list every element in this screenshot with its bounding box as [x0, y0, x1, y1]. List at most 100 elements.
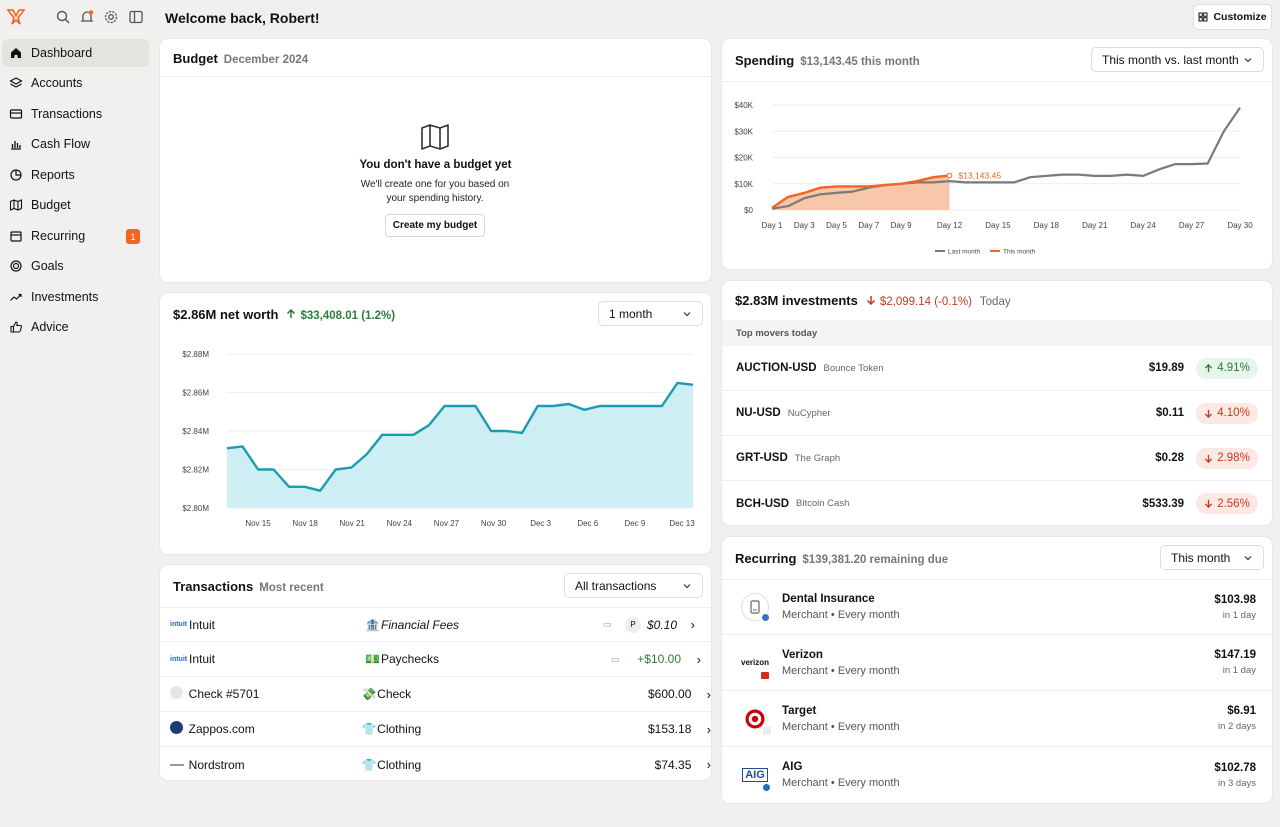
net-worth-range-select[interactable]: 1 month — [598, 301, 703, 326]
transactions-filter-select[interactable]: All transactions — [564, 573, 703, 598]
arrow-down-icon — [1205, 454, 1213, 463]
sidebar-item-investments[interactable]: Investments — [2, 283, 149, 311]
chevron-down-icon — [683, 583, 691, 588]
transaction-category: Check — [377, 687, 412, 701]
sidebar-item-label: Goals — [31, 259, 64, 273]
recurring-amount: $6.91 — [1227, 705, 1256, 717]
arrow-down-icon — [1205, 409, 1213, 418]
y-tick-label: $40K — [734, 101, 753, 110]
recurring-detail: Merchant • Every month — [782, 720, 900, 733]
transaction-amount: $0.10 — [647, 617, 678, 632]
sidebar-item-accounts[interactable]: Accounts — [2, 69, 149, 97]
sidebar-item-dashboard[interactable]: Dashboard — [2, 39, 149, 67]
arrow-up-icon — [287, 309, 296, 318]
mover-symbol: AUCTION-USD — [736, 362, 817, 374]
budget-empty-body: We'll create one for you based on your s… — [360, 179, 510, 204]
mover-price: $0.11 — [1155, 407, 1184, 419]
x-tick-label: Day 12 — [937, 221, 963, 230]
chevron-right-icon[interactable]: › — [706, 757, 712, 772]
search-icon[interactable] — [55, 9, 71, 25]
sidebar-item-recurring[interactable]: Recurring 1 — [2, 222, 149, 250]
chevron-right-icon[interactable]: › — [690, 617, 695, 632]
recurring-row[interactable]: verizon Verizon Merchant • Every month $… — [722, 635, 1272, 691]
x-tick-label: Dec 3 — [530, 519, 551, 528]
budget-title: Budget — [173, 51, 218, 66]
mover-row[interactable]: BCH-USD Bitcoin Cash $533.39 2.56% — [722, 481, 1272, 526]
chevron-right-icon[interactable]: › — [706, 721, 712, 737]
layers-icon — [9, 77, 23, 88]
intuit-logo-icon: intuit — [170, 655, 188, 663]
app-logo-icon[interactable] — [6, 7, 26, 27]
transaction-category: Paychecks — [381, 652, 440, 666]
transaction-category: Financial Fees — [381, 617, 460, 632]
sidebar-item-goals[interactable]: Goals — [2, 252, 149, 280]
target-logo-icon — [741, 705, 772, 736]
recurring-name: Target — [782, 704, 817, 717]
recurring-amount: $102.78 — [1214, 761, 1256, 774]
recurring-range-select[interactable]: This month — [1160, 545, 1264, 570]
mover-row[interactable]: GRT-USD The Graph $0.28 2.98% — [722, 436, 1272, 481]
sidebar-item-reports[interactable]: Reports — [2, 161, 149, 189]
map-icon — [9, 199, 23, 211]
transaction-amount: $153.18 — [647, 722, 692, 736]
sidebar-item-budget[interactable]: Budget — [2, 191, 149, 219]
notification-bell-icon[interactable] — [79, 9, 95, 25]
mover-price: $19.89 — [1148, 362, 1184, 374]
shirt-icon: 👕 — [361, 757, 377, 772]
transaction-row[interactable]: Check #5701 💸 Check $600.00 › — [160, 677, 711, 712]
mover-change-badge: 2.56% — [1196, 493, 1258, 514]
transaction-row[interactable]: Zappos.com 👕 Clothing $153.18 › — [160, 712, 711, 747]
sidebar-item-cash-flow[interactable]: Cash Flow — [2, 130, 149, 158]
mover-row[interactable]: AUCTION-USD Bounce Token $19.89 4.91% — [722, 346, 1272, 391]
net-worth-line — [226, 381, 694, 492]
recurring-row[interactable]: Target Merchant • Every month $6.91 in 2… — [722, 691, 1272, 747]
x-tick-label: Nov 18 — [292, 519, 318, 528]
zappos-logo-icon — [160, 721, 189, 737]
transaction-merchant: Nordstrom — [188, 757, 245, 772]
spending-range-select[interactable]: This month vs. last month — [1091, 47, 1264, 72]
sidebar-item-transactions[interactable]: Transactions — [2, 100, 149, 128]
x-tick-label: Day 21 — [1082, 221, 1108, 230]
settings-gear-icon[interactable] — [103, 9, 119, 25]
transaction-amount: +$10.00 — [637, 652, 681, 666]
transaction-row[interactable]: intuit Intuit 💵 Paychecks ▭ +$10.00 › — [160, 642, 711, 677]
sidebar-item-label: Investments — [31, 290, 99, 304]
transaction-row[interactable]: intuit Intuit 🏦 Financial Fees ▭ P $0.10… — [160, 607, 711, 642]
transaction-merchant: Zappos.com — [188, 722, 255, 736]
mover-symbol: GRT-USD — [736, 452, 788, 464]
last-month-line — [771, 106, 1241, 210]
sidebar-item-advice[interactable]: Advice — [2, 313, 149, 341]
create-budget-button[interactable]: Create my budget — [385, 214, 485, 237]
pie-chart-icon — [10, 169, 22, 181]
target-icon — [10, 260, 22, 272]
x-tick-label: Dec 9 — [624, 519, 645, 528]
recurring-row[interactable]: AIG AIG Merchant • Every month $102.78 i… — [722, 747, 1272, 803]
recurring-due: in 1 day — [1222, 609, 1256, 621]
sidebar-item-label: Reports — [31, 168, 75, 182]
recurring-due: in 1 day — [1222, 665, 1256, 676]
mover-change-badge: 4.91% — [1196, 357, 1258, 379]
bank-icon: 🏦 — [365, 617, 380, 632]
recurring-row[interactable]: Dental Insurance Merchant • Every month … — [722, 579, 1272, 635]
trend-icon — [10, 293, 22, 301]
mover-name: Bitcoin Cash — [796, 498, 850, 509]
transaction-amount: $600.00 — [647, 687, 692, 701]
thumbs-up-icon — [10, 321, 22, 333]
arrow-down-icon — [1205, 499, 1213, 508]
arrow-up-icon — [1205, 363, 1213, 372]
chevron-right-icon[interactable]: › — [706, 686, 712, 702]
page-title: Welcome back, Robert! — [165, 10, 320, 26]
recurring-count-badge: 1 — [126, 229, 140, 244]
credit-card-icon — [9, 109, 23, 119]
mover-row[interactable]: NU-USD NuCypher $0.11 4.10% — [722, 391, 1272, 436]
shirt-icon: 👕 — [361, 722, 377, 736]
sidebar-toggle-icon[interactable] — [128, 9, 144, 25]
x-tick-label: Nov 21 — [340, 519, 366, 528]
transaction-row[interactable]: Nordstrom 👕 Clothing $74.35 › — [160, 747, 711, 782]
y-tick-label: $2.88M — [182, 350, 209, 359]
mover-price: $533.39 — [1142, 497, 1184, 510]
chevron-right-icon[interactable]: › — [696, 651, 701, 667]
recurring-name: Dental Insurance — [782, 593, 875, 605]
map-icon — [421, 124, 449, 150]
customize-button[interactable]: Customize — [1193, 4, 1272, 30]
